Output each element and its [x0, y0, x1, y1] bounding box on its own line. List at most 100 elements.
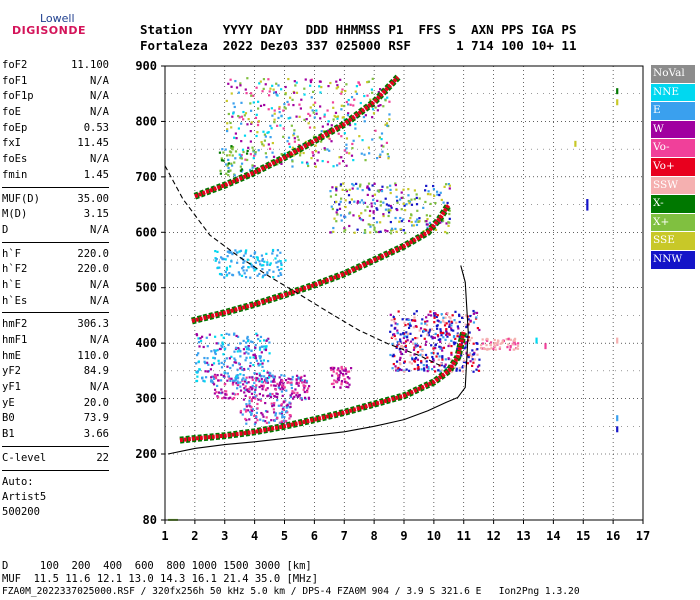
echo-point — [262, 419, 265, 422]
param-label: foE — [2, 106, 21, 119]
echo-point — [478, 364, 481, 367]
echo-point — [434, 370, 437, 373]
x-tick-label: 15 — [576, 529, 590, 543]
echo-point — [329, 189, 332, 193]
echo-point — [220, 334, 223, 337]
echo-point — [465, 341, 468, 344]
echo-point — [360, 218, 363, 221]
echo-point — [230, 145, 233, 148]
echo-point — [272, 408, 275, 411]
x-tick-label: 2 — [191, 529, 198, 543]
echo-point — [295, 374, 299, 377]
echo-point — [452, 341, 455, 344]
echo-point — [337, 367, 340, 370]
param-value: N/A — [90, 381, 109, 394]
echo-point — [418, 329, 421, 332]
echo-point — [239, 165, 242, 168]
echo-point — [267, 131, 270, 134]
echo-point — [266, 261, 269, 264]
echo-point — [353, 200, 356, 203]
echo-point — [394, 322, 397, 325]
echo-point — [404, 350, 407, 353]
echo-point — [409, 332, 412, 335]
echo-point — [244, 388, 247, 392]
echo-point — [329, 81, 332, 85]
echo-point — [399, 350, 402, 353]
echo-point — [473, 351, 476, 354]
echo-point — [262, 394, 265, 397]
echo-point — [251, 408, 255, 411]
echo-point — [420, 322, 423, 325]
echo-point — [245, 405, 248, 408]
param-label: B1 — [2, 428, 15, 441]
echo-point — [407, 199, 410, 203]
echo-point — [282, 382, 285, 385]
echo-point — [254, 355, 257, 358]
echo-point — [450, 320, 453, 323]
echo-point — [468, 354, 472, 357]
echo-point — [239, 367, 242, 370]
echo-point — [283, 103, 286, 106]
echo-point — [350, 198, 353, 201]
echo-point — [444, 358, 447, 361]
echo-point — [332, 230, 335, 233]
echo-point — [293, 391, 296, 394]
echo-point — [289, 378, 292, 381]
echo-point — [277, 274, 280, 278]
param-label: M(D) — [2, 208, 28, 221]
echo-point — [306, 390, 309, 394]
echo-point — [231, 148, 234, 151]
echo-point — [352, 139, 355, 142]
echo-point — [276, 265, 279, 269]
echo-point — [276, 254, 279, 257]
echo-point — [422, 367, 426, 370]
echo-point — [226, 255, 229, 258]
echo-point — [237, 91, 240, 94]
echo-point — [290, 382, 293, 386]
echo-point — [421, 349, 424, 353]
echo-point — [231, 274, 235, 277]
echo-point — [405, 318, 408, 321]
echo-point — [261, 388, 264, 391]
echo-point — [439, 370, 442, 373]
echo-point — [283, 415, 286, 419]
echo-point — [396, 208, 399, 212]
param-row: B0 73.9 — [2, 411, 109, 427]
echo-point — [363, 120, 366, 123]
echo-point — [262, 78, 266, 81]
echo-point — [227, 174, 230, 177]
echo-point — [213, 357, 217, 360]
echo-point — [227, 82, 230, 85]
echo-point — [436, 352, 439, 355]
echo-point — [408, 324, 412, 327]
echo-point — [231, 383, 235, 386]
echo-point — [249, 168, 252, 172]
echo-point — [512, 348, 515, 351]
echo-point — [415, 310, 418, 313]
echo-point — [280, 273, 283, 276]
y-tick-label: 900 — [135, 59, 157, 73]
echo-point — [414, 344, 417, 347]
echo-point — [229, 78, 232, 81]
echo-point — [212, 383, 216, 386]
echo-point — [418, 197, 421, 200]
echo-point — [494, 348, 497, 351]
echo-point — [426, 356, 429, 359]
echo-point — [333, 114, 336, 118]
echo-point — [426, 223, 429, 226]
echo-point — [367, 187, 370, 190]
echo-point — [262, 359, 265, 362]
echo-point — [411, 356, 414, 360]
echo-point — [250, 263, 253, 267]
echo-point — [239, 385, 242, 388]
echo-point — [245, 269, 248, 272]
echo-point — [215, 258, 218, 261]
echo-point — [340, 156, 343, 159]
echo-point — [343, 104, 346, 108]
echo-point — [297, 384, 300, 387]
echo-point — [509, 345, 512, 348]
echo-point — [312, 90, 315, 94]
auto-algorithm: Artist5 — [2, 490, 47, 503]
echo-point — [280, 404, 283, 407]
echo-point — [301, 381, 304, 384]
